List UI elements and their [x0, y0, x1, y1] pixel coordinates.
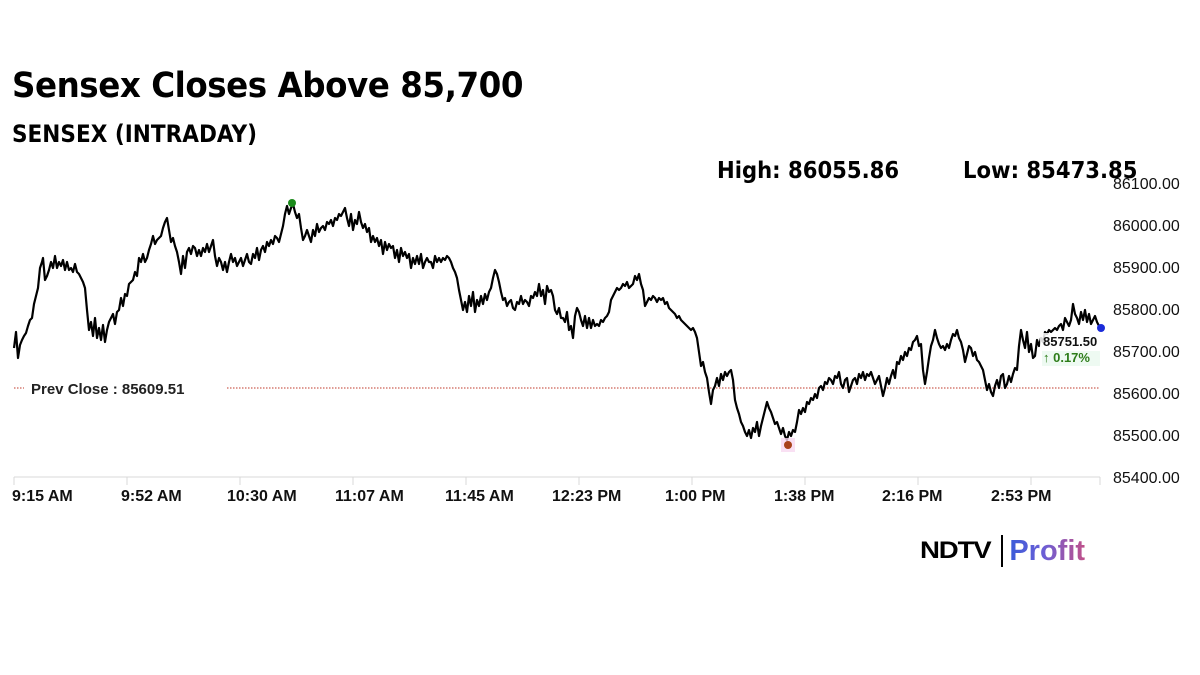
change-percent-text: ↑ 0.17% — [1043, 350, 1090, 365]
high-point-marker — [288, 199, 296, 207]
low-point-marker — [784, 441, 792, 449]
x-tick-label: 1:00 PM — [665, 488, 725, 505]
logo-divider — [1001, 535, 1004, 567]
x-tick-label: 2:16 PM — [882, 488, 942, 505]
ndtv-wordmark: NDTV — [920, 537, 992, 564]
y-tick-label: 85900.00 — [1113, 260, 1180, 277]
y-tick-label: 85800.00 — [1113, 302, 1180, 319]
y-tick-label: 86100.00 — [1113, 176, 1180, 193]
x-tick-label: 9:52 AM — [121, 488, 182, 505]
x-axis: 9:15 AM 9:52 AM 10:30 AM 11:07 AM 11:45 … — [12, 476, 1101, 505]
x-tick-label: 11:45 AM — [445, 488, 514, 505]
x-tick-label: 9:15 AM — [12, 488, 73, 505]
y-tick-label: 85700.00 — [1113, 344, 1180, 361]
prev-close-reference: Prev Close : 85609.51 — [14, 381, 1100, 398]
y-tick-label: 85500.00 — [1113, 428, 1180, 445]
last-value-annotation: 85751.50 ↑ 0.17% — [1040, 333, 1102, 367]
last-point-marker — [1097, 324, 1105, 332]
y-tick-label: 85600.00 — [1113, 386, 1180, 403]
ndtv-profit-logo: NDTV Profit — [920, 534, 1085, 568]
profit-wordmark: Profit — [1009, 534, 1086, 567]
y-axis: 86100.00 86000.00 85900.00 85800.00 8570… — [1113, 176, 1180, 487]
x-tick-label: 10:30 AM — [227, 488, 297, 505]
last-value-text: 85751.50 — [1043, 334, 1097, 349]
x-tick-label: 2:53 PM — [991, 488, 1051, 505]
chart-title: Sensex Closes Above 85,700 — [12, 66, 524, 106]
sensex-price-line — [12, 202, 1101, 442]
x-tick-label: 11:07 AM — [335, 488, 404, 505]
x-tick-label: 1:38 PM — [774, 488, 834, 505]
prev-close-label: Prev Close : 85609.51 — [31, 381, 184, 398]
y-tick-label: 86000.00 — [1113, 218, 1180, 235]
chart-subtitle: SENSEX (INTRADAY) — [12, 120, 258, 148]
low-value-label: Low: 85473.85 — [963, 158, 1138, 184]
y-tick-label: 85400.00 — [1113, 470, 1180, 487]
high-value-label: High: 86055.86 — [717, 158, 900, 184]
x-tick-label: 12:23 PM — [552, 488, 621, 505]
